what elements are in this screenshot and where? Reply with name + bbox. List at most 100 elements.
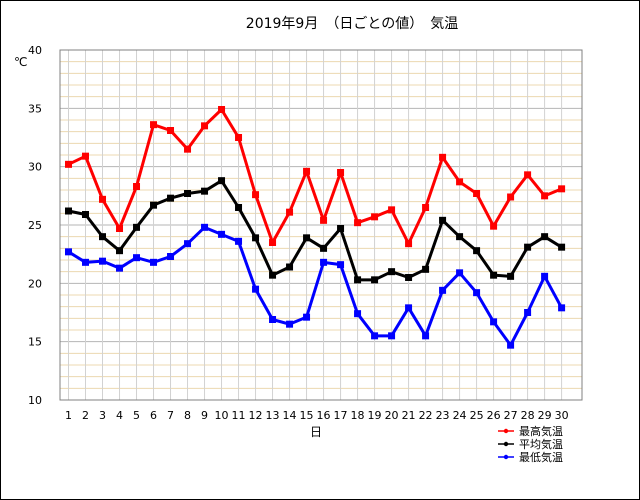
x-tick-label: 28 xyxy=(521,409,535,422)
data-point xyxy=(541,233,549,241)
x-tick-label: 17 xyxy=(334,409,348,422)
data-point xyxy=(82,258,90,266)
data-point xyxy=(269,316,277,323)
data-point xyxy=(405,274,413,281)
x-tick-label: 24 xyxy=(453,409,467,422)
data-point xyxy=(439,286,447,294)
data-point xyxy=(82,152,90,160)
data-point xyxy=(201,223,209,231)
data-point xyxy=(388,268,396,276)
x-tick-label: 6 xyxy=(150,409,157,422)
data-point xyxy=(507,272,515,280)
x-tick-label: 8 xyxy=(184,409,191,422)
data-point xyxy=(337,225,345,232)
x-tick-label: 14 xyxy=(283,409,297,422)
x-tick-label: 30 xyxy=(555,409,569,422)
legend-label: 最低気温 xyxy=(519,450,563,464)
data-point xyxy=(541,192,549,200)
data-point xyxy=(405,304,413,312)
data-point xyxy=(133,223,141,231)
x-tick-label: 26 xyxy=(487,409,501,422)
legend-label: 平均気温 xyxy=(519,437,563,451)
x-tick-label: 22 xyxy=(419,409,433,422)
data-point xyxy=(303,167,311,175)
data-point xyxy=(405,240,413,248)
x-tick-label: 19 xyxy=(368,409,382,422)
data-point xyxy=(490,271,498,279)
y-tick-label: 30 xyxy=(28,161,42,174)
data-point xyxy=(116,264,124,272)
data-point xyxy=(150,201,158,209)
x-axis-label: 日 xyxy=(310,425,322,439)
data-point xyxy=(422,265,430,273)
data-point xyxy=(558,304,566,312)
x-tick-label: 7 xyxy=(167,409,174,422)
data-point xyxy=(422,332,430,340)
data-point xyxy=(235,134,243,141)
legend-label: 最高気温 xyxy=(519,424,563,438)
data-point xyxy=(252,191,260,199)
x-tick-label: 18 xyxy=(351,409,365,422)
data-point xyxy=(235,237,243,245)
data-point xyxy=(150,121,158,129)
series-line xyxy=(68,179,563,282)
data-point xyxy=(218,177,226,185)
x-tick-label: 23 xyxy=(436,409,450,422)
x-tick-label: 29 xyxy=(538,409,552,422)
data-point xyxy=(65,160,73,168)
data-point xyxy=(354,219,362,227)
data-point xyxy=(167,127,175,134)
legend-marker xyxy=(503,454,509,460)
data-point xyxy=(354,310,362,318)
data-point xyxy=(184,240,192,248)
y-tick-label: 25 xyxy=(28,219,42,232)
data-point xyxy=(269,271,277,279)
data-point xyxy=(371,213,379,221)
data-point xyxy=(184,145,192,153)
data-point xyxy=(541,272,549,280)
data-point xyxy=(116,225,124,232)
legend-item: 平均気温 xyxy=(498,437,563,451)
data-point xyxy=(167,253,175,260)
data-point xyxy=(473,247,481,255)
data-point xyxy=(456,233,464,241)
data-point xyxy=(150,258,158,266)
data-point xyxy=(524,243,532,251)
data-point xyxy=(524,309,532,316)
data-point xyxy=(507,193,515,201)
data-point xyxy=(286,320,294,328)
legend-item: 最低気温 xyxy=(498,450,563,464)
data-point xyxy=(558,185,566,193)
y-tick-labels: 10 15 20 25 30 35 40 xyxy=(28,44,42,407)
data-point xyxy=(473,190,481,197)
x-tick-label: 21 xyxy=(402,409,416,422)
legend-item: 最高気温 xyxy=(498,424,563,438)
data-point xyxy=(65,248,73,256)
data-point xyxy=(354,276,362,284)
series-1 xyxy=(65,106,566,248)
data-point xyxy=(337,261,345,269)
data-point xyxy=(99,257,107,265)
y-tick-label: 35 xyxy=(28,102,42,115)
y-axis-unit-label: ℃ xyxy=(14,55,27,69)
x-tick-label: 10 xyxy=(215,409,229,422)
data-point xyxy=(388,206,396,214)
x-tick-labels: 1 2 3 4 5 6 7 8 9 10 11 12 13 14 15 16 17 18 19 20 21 22 23 24 2… xyxy=(65,409,569,422)
data-point xyxy=(167,194,175,202)
chart-title: 2019年9月 （日ごとの値） 気温 xyxy=(246,16,458,32)
series-line xyxy=(67,108,563,246)
data-point xyxy=(388,332,396,340)
data-point xyxy=(201,187,209,195)
data-point xyxy=(524,171,532,179)
y-tick-label: 15 xyxy=(28,336,42,349)
plot-area-border xyxy=(59,49,583,401)
data-point xyxy=(116,247,124,255)
data-point xyxy=(218,106,226,113)
data-point xyxy=(371,276,379,284)
data-point xyxy=(303,313,311,321)
data-point xyxy=(337,169,345,176)
x-tick-label: 16 xyxy=(317,409,331,422)
data-point xyxy=(439,153,447,161)
